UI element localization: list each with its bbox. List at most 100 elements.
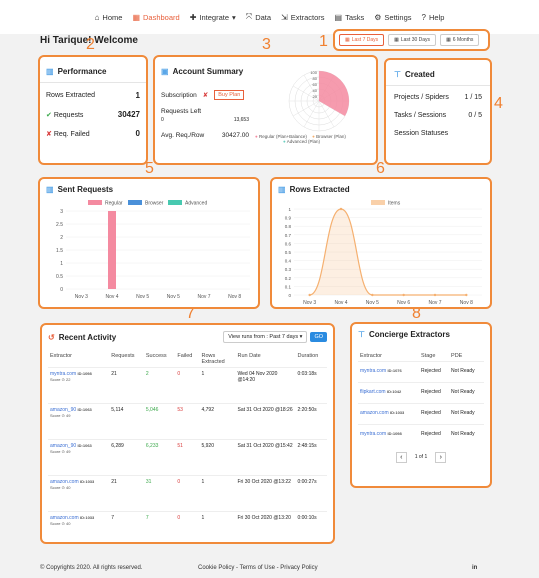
table-row: myntra.com ID:1098 Rejected Not Ready (358, 424, 484, 446)
legend-label: Advanced (185, 201, 207, 207)
buy-plan-button[interactable]: Buy Plan (214, 90, 245, 100)
radar-spoke (318, 100, 335, 128)
annotation-5: 5 (145, 160, 154, 177)
table-row: amazon.com ID:1033 Score ⊙ 40 7 7 0 1 Fri 30 O… (48, 511, 327, 548)
account-icon: ▣ (161, 67, 169, 76)
extractor-link[interactable]: amazon_90 (50, 407, 77, 413)
radar-tick-label: 100 (310, 70, 317, 75)
gear-icon: ⚙ (374, 12, 382, 22)
annotation-7: 7 (186, 305, 195, 322)
y-tick-label: 1.5 (56, 248, 63, 254)
account-summary-title: Account Summary (172, 67, 244, 76)
rows-extracted-chart: Items 0 0.1 0.2 0.3 0.4 0.5 0.6 0.7 0.8 0.9 1 Nov 3 N… (285, 200, 482, 306)
nav-home[interactable]: ⌂ Home (94, 12, 123, 22)
bar-chart-icon: ▥ (46, 67, 54, 76)
table-row: amazon.com ID:1033 Rejected Not Ready (358, 403, 484, 425)
concierge-icon: ⊤ (358, 330, 365, 339)
calendar-icon: ▦ (345, 37, 350, 43)
nav-help[interactable]: ? Help (421, 12, 445, 22)
linkedin-icon[interactable]: in (472, 565, 478, 571)
nav-data[interactable]: ⤧ Data (245, 12, 272, 22)
column-header: Stage (421, 353, 436, 359)
extractor-icon: ⇲ (281, 12, 288, 22)
point-items (433, 293, 437, 297)
nav-integrate[interactable]: ✚ Integrate ▾ (189, 12, 236, 22)
column-header: Rows Extracted (201, 353, 225, 365)
recent-activity-card: ↺ Recent Activity View runs from : Past 7… (40, 323, 335, 548)
nav-dashboard[interactable]: ▦ Dashboard (132, 12, 180, 22)
6-months-button[interactable]: ▦ 6 Months (440, 34, 480, 46)
legend-label: Items (388, 201, 401, 207)
y-tick-label: 0.5 (56, 274, 63, 280)
welcome-heading: Hi Tarique! Welcome (40, 35, 138, 46)
x-tick-label: Nov 4 (105, 294, 118, 300)
history-icon: ↺ (48, 332, 55, 342)
footer: © Copyrights 2020. All rights reserved. … (0, 558, 539, 578)
nav-tasks[interactable]: ▤ Tasks (334, 12, 365, 22)
extractor-link[interactable]: myntra.com (50, 371, 77, 377)
created-title: Created (404, 70, 435, 79)
legend-swatch (88, 200, 102, 205)
projects-value: 1 / 15 (464, 94, 482, 101)
legend-swatch (371, 200, 385, 205)
nav-extractors[interactable]: ⇲ Extractors (281, 12, 325, 22)
legend-swatch-icon: ● (312, 134, 315, 139)
last-30-days-button[interactable]: ▦ Last 30 Days (388, 34, 437, 46)
concierge-title: Concierge Extractors (368, 330, 450, 339)
rows-extracted-title: Rows Extracted (289, 185, 350, 194)
extractor-link[interactable]: amazon.com (50, 479, 79, 485)
point-items (402, 293, 405, 297)
account-summary-card: ▣ Account Summary Subscription ✘ Buy Plan… (153, 55, 378, 165)
go-button[interactable]: GO (310, 332, 327, 342)
y-tick-label: 0.2 (285, 276, 292, 281)
point-items (339, 207, 343, 211)
y-tick-label: 0.9 (285, 216, 292, 221)
y-tick-label: 0.5 (285, 250, 292, 255)
y-tick-label: 0.1 (285, 284, 292, 289)
y-tick-label: 0.8 (285, 224, 292, 229)
annotation-6: 6 (376, 160, 385, 177)
last-7-days-button[interactable]: ▦ Last 7 Days (339, 34, 385, 46)
req-failed-value: 0 (135, 129, 140, 138)
annotation-1: 1 (319, 33, 328, 50)
x-tick-label: Nov 3 (303, 300, 316, 306)
point-items (371, 293, 374, 297)
extractor-link[interactable]: amazon.com (50, 515, 79, 521)
extractor-link[interactable]: myntra.com (360, 368, 387, 374)
x-tick-label: Nov 7 (428, 300, 441, 306)
top-nav: ⌂ Home ▦ Dashboard ✚ Integrate ▾ ⤧ Data ⇲ Extracto… (0, 0, 539, 34)
tasks-value: 0 / 5 (468, 112, 482, 119)
extractor-link[interactable]: amazon_90 (50, 443, 77, 449)
extractor-link[interactable]: flipkart.com (360, 389, 386, 395)
home-icon: ⌂ (94, 12, 100, 22)
x-tick-label: Nov 5 (366, 300, 379, 306)
column-header: Run Date (237, 353, 261, 359)
column-header: Extractor (50, 353, 73, 359)
x-tick-label: Nov 6 (397, 300, 410, 306)
legend-swatch (128, 200, 142, 205)
pagination: ‹ 1 of 1 › (358, 451, 484, 463)
extractor-link[interactable]: myntra.com (360, 431, 387, 437)
x-tick-label: Nov 3 (75, 294, 88, 300)
y-tick-label: 0.3 (285, 267, 292, 272)
y-tick-label: 0.7 (285, 233, 292, 238)
next-page-button[interactable]: › (435, 451, 447, 463)
y-tick-label: 0 (60, 287, 63, 293)
footer-links[interactable]: Cookie Policy - Terms of Use - Privacy P… (198, 565, 318, 571)
x-tick-label: Nov 5 (167, 294, 180, 300)
y-tick-label: 3 (60, 209, 63, 215)
y-tick-label: 1 (60, 261, 63, 267)
table-row: amazon_90 ID:1063 Score ⊙ 49 6,289 6,233 51 5… (48, 439, 327, 476)
prev-page-button[interactable]: ‹ (395, 451, 407, 463)
y-tick-label: 1 (288, 207, 291, 212)
created-icon: ⊤ (394, 70, 401, 79)
x-tick-label: Nov 7 (197, 294, 210, 300)
runs-period-select[interactable]: View runs from : Past 7 days ▾ (223, 331, 308, 343)
recent-activity-title: Recent Activity (58, 332, 117, 342)
y-tick-label: 0 (288, 293, 291, 298)
column-header: Extractor (360, 353, 383, 359)
extractor-link[interactable]: amazon.com (360, 410, 389, 416)
rows-extracted-card: ▥ Rows Extracted Items 0 0.1 0.2 0.3 0.4 0.5 0.6… (270, 177, 492, 309)
nav-settings[interactable]: ⚙ Settings (374, 12, 412, 22)
y-tick-label: 0.4 (285, 259, 292, 264)
